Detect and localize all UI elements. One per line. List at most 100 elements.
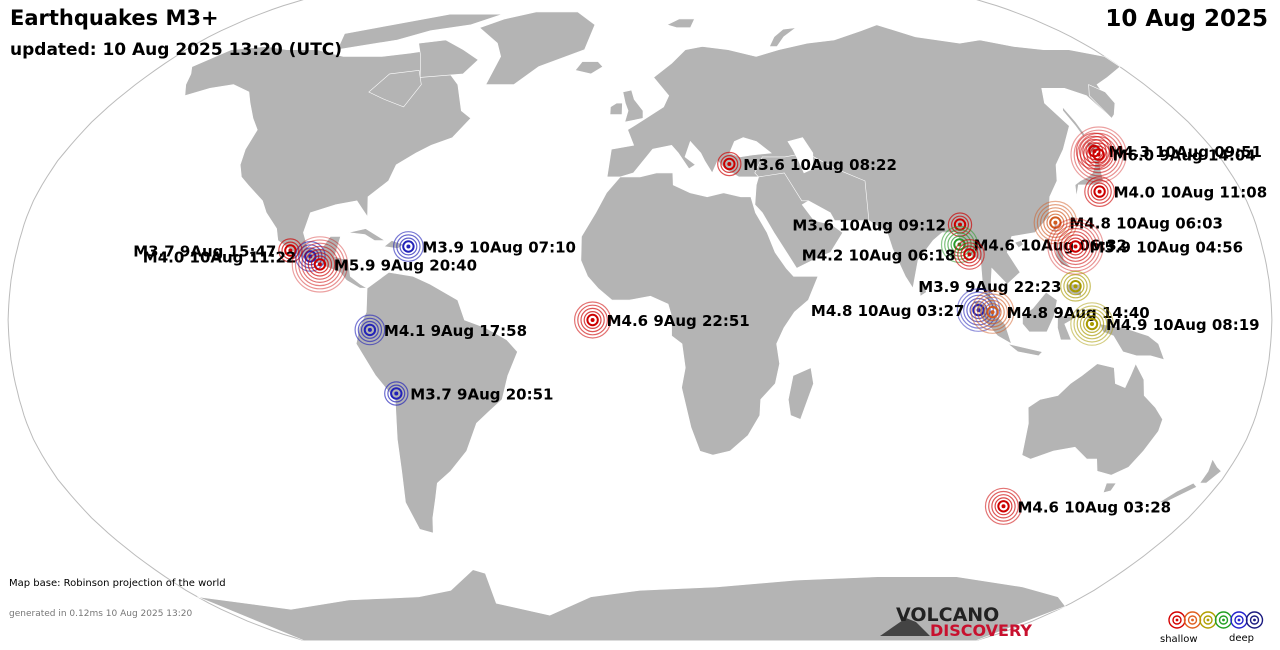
quake-ring — [1085, 317, 1099, 331]
legend-ring-dot — [1191, 618, 1194, 622]
quake-marker[interactable]: M5.9 9Aug 20:40 — [291, 236, 477, 293]
quake-ring — [1084, 176, 1115, 208]
quake-marker[interactable]: M4.3 10Aug 09:51 — [1075, 132, 1262, 170]
quake-ring — [1070, 126, 1127, 183]
quake-ring — [956, 288, 1001, 332]
legend-shallow-label: shallow — [1160, 634, 1198, 645]
land-svalbard — [666, 18, 695, 28]
quake-marker[interactable]: M4.6 10Aug 03:28 — [984, 487, 1172, 525]
quake-ring — [1033, 200, 1078, 245]
quake-ring — [1056, 227, 1095, 266]
quake-ring — [384, 381, 409, 406]
map-base-note: Map base: Robinson projection of the wor… — [9, 578, 226, 589]
land-sri-lanka — [919, 280, 927, 297]
quake-ring — [963, 294, 994, 326]
quake-ring — [723, 157, 736, 171]
volcanodiscovery-logo[interactable]: VOLCANO DISCOVERY — [880, 604, 1032, 640]
quake-marker[interactable]: M4.6 9Aug 22:51 — [573, 301, 750, 339]
quake-ring — [960, 245, 979, 264]
legend-ring-dot — [1237, 618, 1241, 622]
quake-ring — [396, 234, 421, 259]
quake-marker[interactable]: M4.0 10Aug 11:08 — [1084, 176, 1268, 208]
quake-ring — [1049, 216, 1062, 229]
quake-label: M4.6 9Aug 22:51 — [607, 312, 750, 330]
land-hainan — [1014, 240, 1024, 249]
depth-legend: shallow deep — [1160, 611, 1264, 645]
quake-ring — [973, 293, 1012, 331]
quake-label: M5.9 10Aug 04:56 — [1090, 239, 1244, 257]
quake-epicenter — [367, 327, 372, 332]
quake-label: M4.0 10Aug 11:08 — [1114, 184, 1268, 202]
quake-epicenter — [727, 162, 732, 166]
quake-epicenter — [1001, 504, 1006, 509]
legend-ring-inner — [1218, 615, 1229, 625]
quake-ring — [1087, 179, 1112, 204]
quake-ring — [278, 238, 303, 263]
quake-epicenter — [1073, 284, 1078, 289]
quake-epicenter — [990, 310, 995, 315]
land-ireland — [609, 102, 623, 115]
quake-ring — [1076, 132, 1121, 177]
quake-ring — [399, 237, 418, 256]
land-africa — [580, 172, 819, 456]
quake-ring — [284, 244, 297, 257]
quake-ring — [947, 232, 972, 257]
quake-ring — [387, 384, 406, 403]
quake-marker[interactable]: M3.7 9Aug 20:51 — [384, 381, 554, 406]
quake-marker[interactable]: M6.0 9Aug 14:04 — [1070, 126, 1256, 183]
updated-timestamp: updated: 10 Aug 2025 13:20 (UTC) — [10, 40, 343, 60]
quake-ring — [1086, 142, 1111, 167]
quake-epicenter — [958, 222, 962, 227]
quake-label: M5.9 9Aug 20:40 — [334, 256, 477, 274]
quake-ring — [988, 490, 1019, 522]
quake-ring — [994, 497, 1013, 516]
quake-marker[interactable]: M4.2 10Aug 06:18 — [802, 238, 985, 270]
quake-label: M3.7 9Aug 20:51 — [410, 386, 553, 404]
quake-marker[interactable]: M3.7 9Aug 15:47 — [133, 238, 303, 263]
quake-ring — [1093, 185, 1106, 198]
quake-label: M4.8 10Aug 06:03 — [1069, 215, 1223, 233]
quake-marker[interactable]: M3.6 10Aug 08:22 — [717, 151, 897, 177]
quake-ring — [1083, 139, 1114, 171]
land-greenland — [479, 11, 596, 85]
quake-ring — [1060, 270, 1091, 302]
quake-ring — [1060, 231, 1091, 262]
quake-epicenter — [317, 262, 322, 267]
quake-ring — [1063, 274, 1088, 299]
quake-ring — [586, 313, 599, 327]
quake-ring — [1073, 129, 1124, 180]
quake-ring — [1073, 305, 1111, 343]
quake-ring — [304, 250, 317, 263]
quake-epicenter — [1073, 244, 1078, 249]
quake-marker[interactable]: M4.1 9Aug 17:58 — [354, 314, 527, 346]
quake-marker[interactable]: M3.9 9Aug 22:23 — [918, 270, 1091, 302]
land-sulawesi — [1057, 315, 1080, 341]
land-madagascar — [787, 367, 814, 420]
quake-label: M4.3 10Aug 09:51 — [1108, 143, 1262, 161]
quake-ring — [1046, 213, 1065, 232]
land-java — [1007, 343, 1043, 357]
land-new-zealand-south — [1157, 482, 1198, 503]
legend-ring-inner — [1249, 615, 1260, 625]
quake-ring — [720, 155, 739, 174]
land-borneo — [1022, 291, 1058, 333]
quake-label: M4.8 10Aug 03:27 — [811, 302, 965, 320]
quake-ring — [1092, 148, 1105, 161]
quake-ring — [1036, 204, 1075, 242]
quake-ring — [984, 487, 1023, 525]
quake-ring — [298, 242, 342, 287]
quake-marker[interactable]: M4.9 10Aug 08:19 — [1070, 302, 1260, 346]
quake-ring — [390, 387, 403, 400]
quake-ring — [1090, 182, 1109, 201]
quake-marker[interactable]: M3.6 10Aug 09:12 — [792, 212, 973, 237]
quake-ring — [980, 299, 1005, 325]
land-baffin — [418, 39, 479, 78]
quake-ring — [357, 317, 383, 343]
quake-ring — [360, 320, 379, 339]
land-sakhalin — [1062, 106, 1085, 139]
quake-marker[interactable]: M4.8 10Aug 06:03 — [1033, 200, 1223, 245]
legend-ring-inner — [1187, 615, 1198, 625]
quake-label: M6.0 9Aug 14:04 — [1113, 147, 1256, 165]
quake-marker[interactable]: M3.9 10Aug 07:10 — [393, 231, 576, 262]
